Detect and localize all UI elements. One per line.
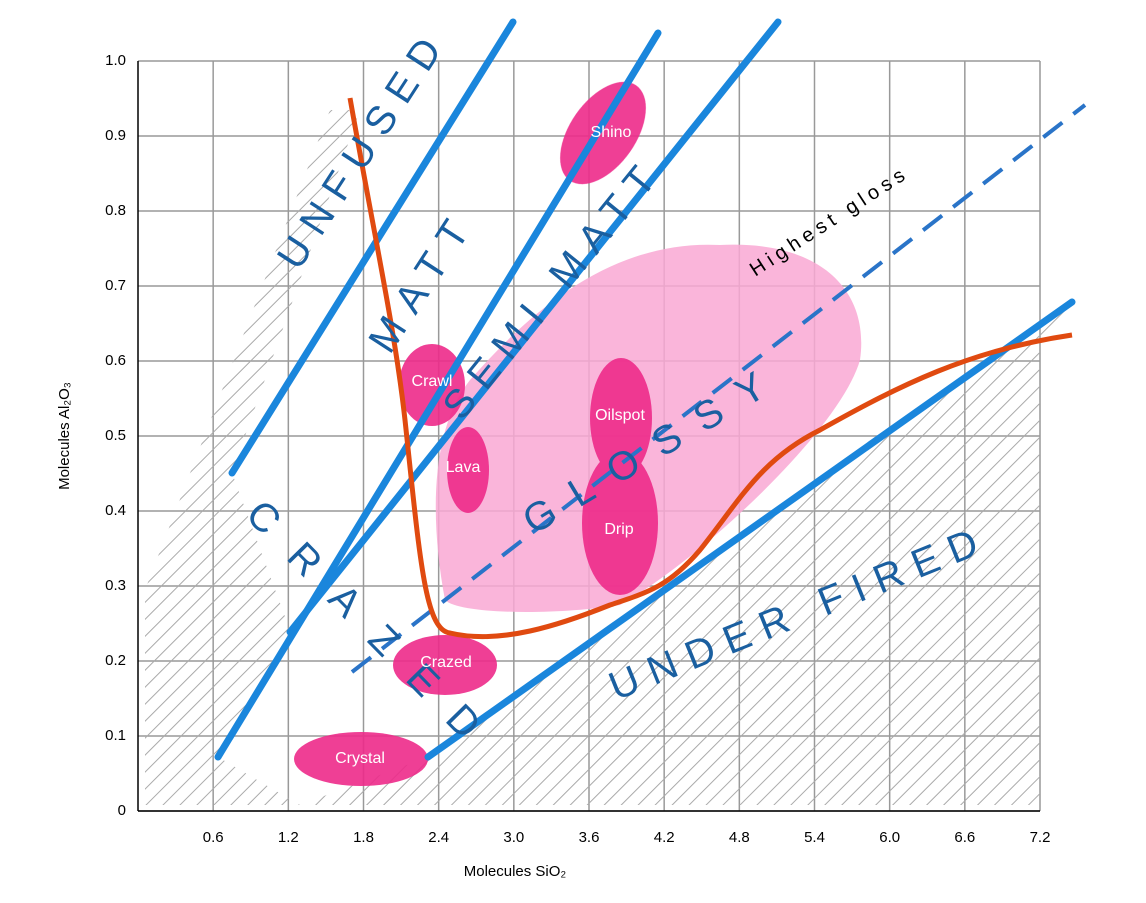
- glaze-label: Crazed: [420, 654, 472, 671]
- y-tick-label: 0: [118, 802, 126, 819]
- glaze-area: [399, 344, 465, 426]
- y-tick-label: 1.0: [105, 52, 126, 69]
- x-tick-label: 5.4: [804, 829, 825, 846]
- y-tick-label: 0.8: [105, 202, 126, 219]
- hatched-region: [145, 110, 360, 805]
- glaze-label: Oilspot: [595, 407, 645, 424]
- glaze-area: [393, 635, 497, 695]
- glaze-label: Drip: [604, 521, 633, 538]
- y-tick-label: 0.2: [105, 652, 126, 669]
- zone-label: MATT: [360, 201, 485, 361]
- glaze-label: Crystal: [335, 750, 385, 767]
- glaze-area: [294, 732, 428, 786]
- x-tick-label: 1.8: [353, 829, 374, 846]
- glaze-area: [447, 427, 489, 513]
- glaze-label: Lava: [446, 459, 481, 476]
- boundary-line: [228, 18, 517, 477]
- glaze-label: Crawl: [412, 373, 453, 390]
- x-tick-label: 2.4: [428, 829, 449, 846]
- y-tick-label: 0.7: [105, 277, 126, 294]
- zone-label: Highest gloss: [746, 162, 913, 281]
- y-tick-label: 0.3: [105, 577, 126, 594]
- x-tick-label: 1.2: [278, 829, 299, 846]
- boundary-line: [286, 18, 782, 636]
- y-tick-label: 0.5: [105, 427, 126, 444]
- glaze-area: [590, 358, 652, 478]
- y-tick-label: 0.6: [105, 352, 126, 369]
- x-tick-label: 3.0: [503, 829, 524, 846]
- y-tick-label: 0.4: [105, 502, 126, 519]
- y-axis-label: Molecules Al₂O₃: [56, 382, 73, 490]
- boundary-line: [424, 298, 1076, 761]
- x-tick-label: 6.6: [954, 829, 975, 846]
- x-tick-label: 0.6: [203, 829, 224, 846]
- boundary-line: [214, 29, 662, 761]
- hatched-region: [300, 302, 1072, 805]
- gloss-line: [350, 103, 1087, 674]
- x-tick-label: 4.8: [729, 829, 750, 846]
- boundaries: [214, 18, 1076, 761]
- glaze-area: [582, 451, 658, 595]
- y-tick-label: 0.1: [105, 727, 126, 744]
- craze-curve: [347, 97, 1073, 640]
- x-tick-label: 4.2: [654, 829, 675, 846]
- x-tick-label: 6.0: [879, 829, 900, 846]
- glaze-label: Shino: [591, 124, 632, 141]
- y-tick-label: 0.9: [105, 127, 126, 144]
- x-tick-label: 7.2: [1030, 829, 1051, 846]
- x-tick-label: 3.6: [579, 829, 600, 846]
- x-axis-label: Molecules SiO₂: [464, 863, 567, 880]
